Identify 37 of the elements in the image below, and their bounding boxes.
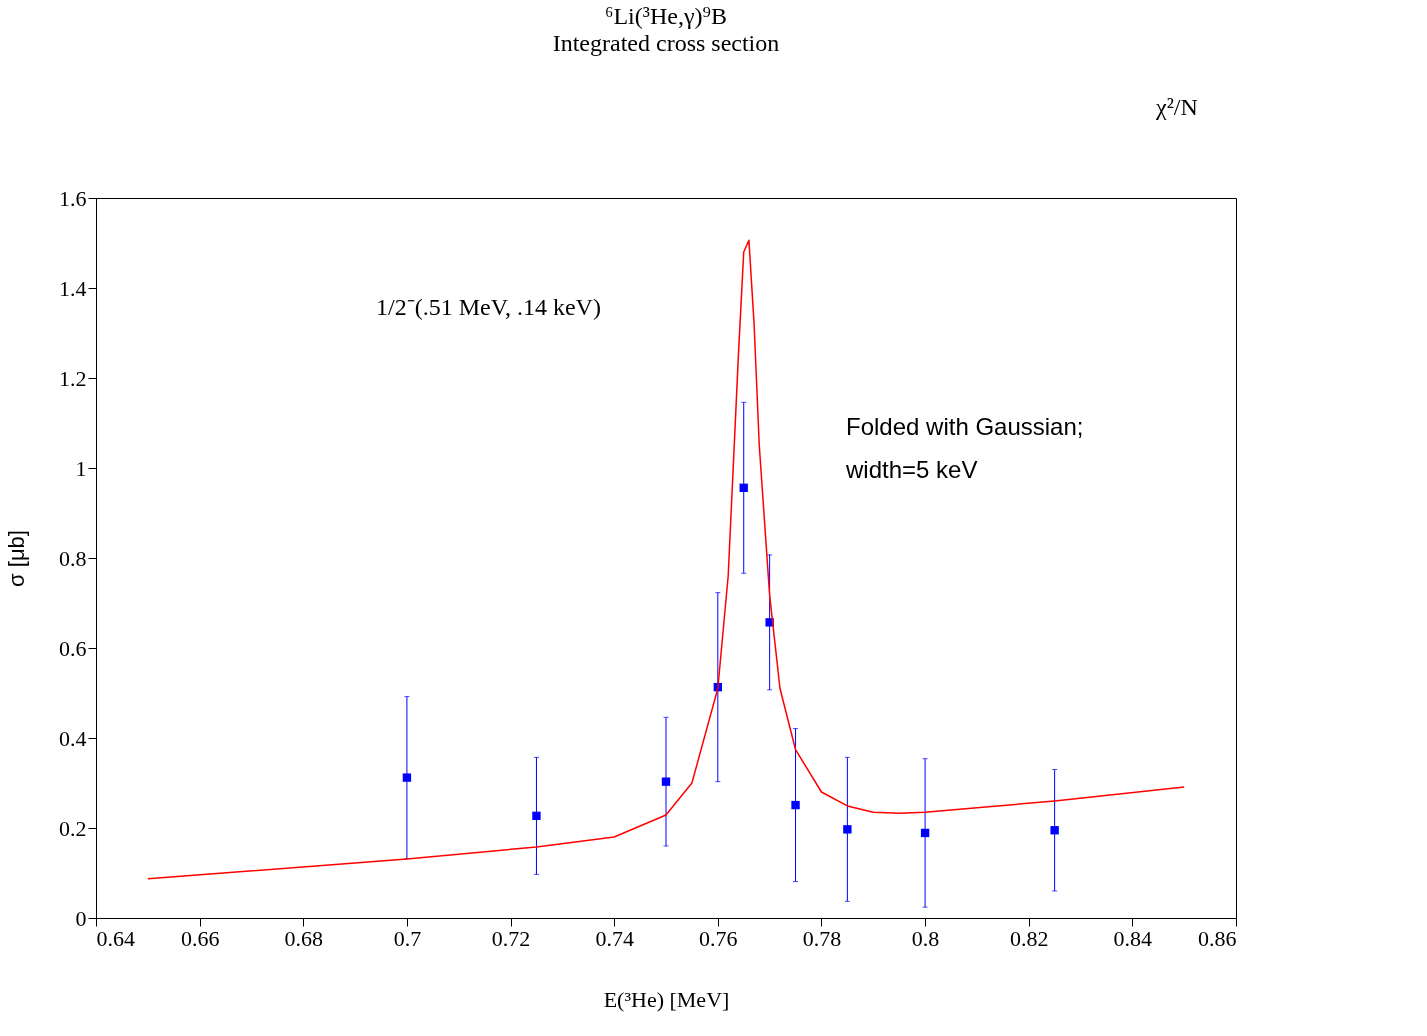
x-tick-label: 0.82 <box>1009 925 1049 951</box>
x-tick-label: 0.86 <box>1198 925 1237 951</box>
annotation: 1/2⁻(.51 MeV, .14 keV) <box>376 294 601 320</box>
text: χ²/N <box>1155 94 1198 120</box>
x-tick-label: 0.66 <box>180 925 220 951</box>
y-tick-label: 0.4 <box>59 725 87 751</box>
y-tick-label: 0.8 <box>59 545 87 571</box>
point <box>843 825 852 834</box>
x-tick-label: 0.7 <box>393 925 422 951</box>
y-tick-label: 1 <box>75 455 87 481</box>
x-tick-label: 0.76 <box>699 925 738 951</box>
point <box>739 483 748 492</box>
y-tick-label: 0.2 <box>59 815 87 841</box>
point <box>402 773 412 782</box>
y-tick-label: 0.6 <box>59 635 87 661</box>
y-tick-label: 0 <box>75 905 87 931</box>
point <box>532 811 541 821</box>
x-tick-label: 0.72 <box>491 925 531 951</box>
x-tick-label: 0.8 <box>911 925 940 951</box>
y-tick-label: 1.4 <box>59 275 87 301</box>
line-series <box>147 239 1185 880</box>
y-tick-label: 1.2 <box>59 365 87 391</box>
x-tick-label: 0.68 <box>284 925 324 951</box>
annotation: Folded with Gaussian; width=5 keV <box>845 413 1084 483</box>
y-tick-label: 1.6 <box>59 185 87 211</box>
point <box>920 828 930 838</box>
x-tick-label: 0.78 <box>802 925 842 951</box>
x-tick-label: 0.64 <box>96 925 135 951</box>
chart-title: ⁶Li(³He,γ)⁹B <box>605 3 727 29</box>
x-tick-label: 0.74 <box>595 925 634 951</box>
point <box>791 800 800 810</box>
point <box>661 777 671 786</box>
chart-subtitle: Integrated cross section <box>552 30 780 56</box>
x-tick-label: 0.84 <box>1113 925 1153 951</box>
point <box>1050 826 1059 835</box>
y-axis-title: σ [μb] <box>4 530 29 587</box>
x-axis-title: E(³He) [MeV] <box>603 986 730 1012</box>
